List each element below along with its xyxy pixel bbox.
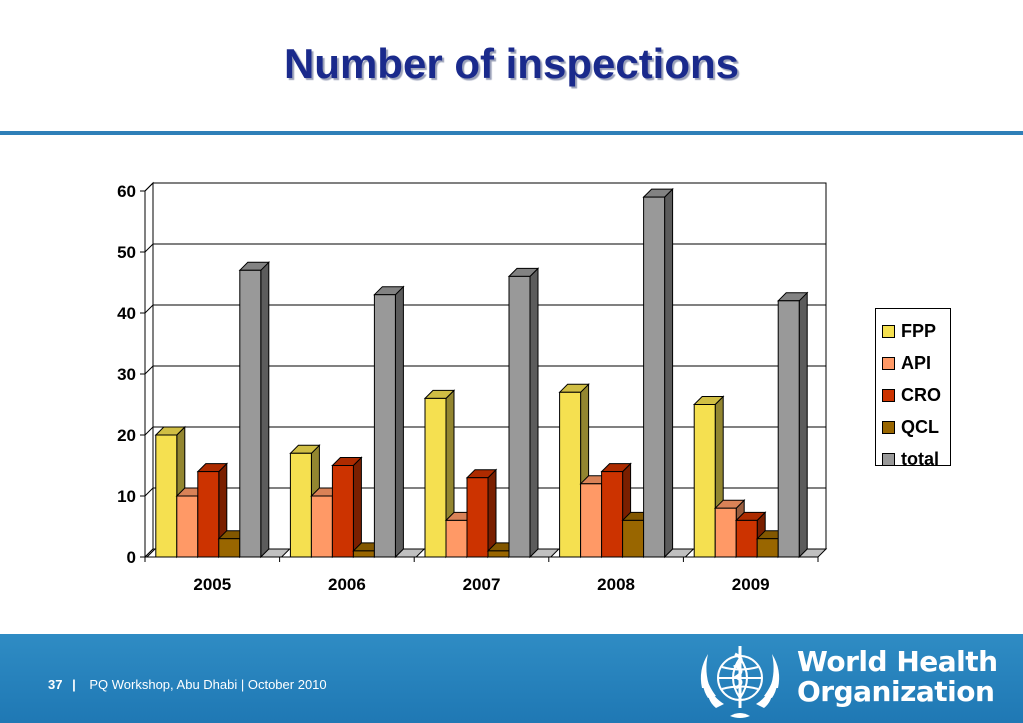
x-tick-label: 2005 [193, 575, 231, 594]
y-gridline [144, 182, 826, 192]
y-tick-label: 30 [117, 365, 136, 384]
y-tick-label: 50 [117, 243, 136, 262]
y-gridline [144, 365, 826, 375]
footer-caption: 37 | PQ Workshop, Abu Dhabi | October 20… [48, 677, 327, 692]
legend-item-fpp: FPP [882, 315, 950, 347]
legend-swatch-cro [882, 388, 895, 402]
bar-qcl-2009 [756, 538, 779, 558]
footer-text: PQ Workshop, Abu Dhabi | October 2010 [89, 677, 327, 692]
bar-cro-2006 [331, 465, 354, 558]
bar-total-2008-side [664, 187, 674, 559]
legend-label-api: API [901, 352, 932, 373]
bar-fpp-2009 [693, 404, 716, 558]
bar-cro-2007 [466, 477, 489, 558]
page-number: 37 [48, 677, 63, 692]
bar-api-2009 [714, 507, 737, 558]
legend-swatch-api [882, 356, 895, 370]
bar-total-2008 [643, 196, 666, 558]
legend-label-cro: CRO [901, 384, 941, 405]
legend-label-qcl: QCL [901, 416, 939, 437]
bar-total-2006 [373, 294, 396, 558]
bar-fpp-2006 [289, 452, 312, 558]
y-tick-label: 40 [117, 304, 136, 323]
legend-item-api: API [882, 347, 950, 379]
x-tick-label: 2008 [597, 575, 635, 594]
bar-total-2007-side [529, 267, 539, 559]
chart-legend: FPP API CRO QCL total [875, 308, 951, 469]
y-tick-label: 10 [117, 487, 136, 506]
x-tick-label: 2009 [732, 575, 770, 594]
bar-api-2007 [445, 519, 468, 558]
y-tick-label: 20 [117, 426, 136, 445]
bar-api-2008 [580, 483, 603, 558]
legend-swatch-qcl [882, 420, 895, 434]
bar-total-2006-side [394, 285, 404, 559]
slide-footer: 37 | PQ Workshop, Abu Dhabi | October 20… [0, 634, 1023, 723]
bar-qcl-2008 [622, 519, 645, 558]
x-tick-label: 2007 [463, 575, 501, 594]
bar-fpp-2007 [424, 397, 447, 558]
legend-item-total: total [882, 443, 950, 475]
bar-total-2007 [508, 275, 531, 558]
legend-swatch-total [882, 452, 895, 466]
bar-cro-2006-side [352, 456, 362, 559]
legend-label-total: total [901, 448, 939, 469]
bar-fpp-2005 [155, 434, 178, 558]
legend-item-cro: CRO [882, 379, 950, 411]
x-tick-label: 2006 [328, 575, 366, 594]
bar-fpp-2008 [559, 391, 582, 558]
title-divider [0, 131, 1023, 135]
bar-total-2005-side [260, 261, 270, 559]
legend-label-fpp: FPP [901, 320, 937, 341]
bar-cro-2008 [601, 471, 624, 558]
who-emblem-icon [700, 646, 780, 718]
legend-swatch-fpp [882, 324, 895, 338]
y-tick-label: 0 [127, 548, 136, 567]
y-gridline [144, 243, 826, 253]
y-gridline [144, 426, 826, 436]
who-name-line1: World Health [797, 645, 998, 678]
bar-total-2009-side [798, 291, 808, 559]
bar-total-2009 [777, 300, 800, 558]
bar-qcl-2005 [218, 538, 241, 558]
who-name-line2: Organization [797, 675, 995, 708]
bar-api-2005 [176, 495, 199, 558]
footer-separator: | [72, 677, 76, 692]
y-gridline [144, 304, 826, 314]
bar-cro-2009 [735, 519, 758, 558]
bar-cro-2005 [197, 471, 220, 558]
legend-item-qcl: QCL [882, 411, 950, 443]
y-tick-label: 60 [117, 182, 136, 201]
who-wordmark: World Health Organization [797, 647, 998, 707]
bar-chart: 0 10 20 30 40 50 60 2005 2006 2007 2008 2009 [117, 181, 828, 594]
bar-qcl-2006 [352, 550, 375, 558]
bar-api-2006 [310, 495, 333, 558]
bar-total-2005 [239, 269, 262, 558]
slide-title: Number of inspections [283, 40, 740, 87]
bar-qcl-2007 [487, 550, 510, 558]
